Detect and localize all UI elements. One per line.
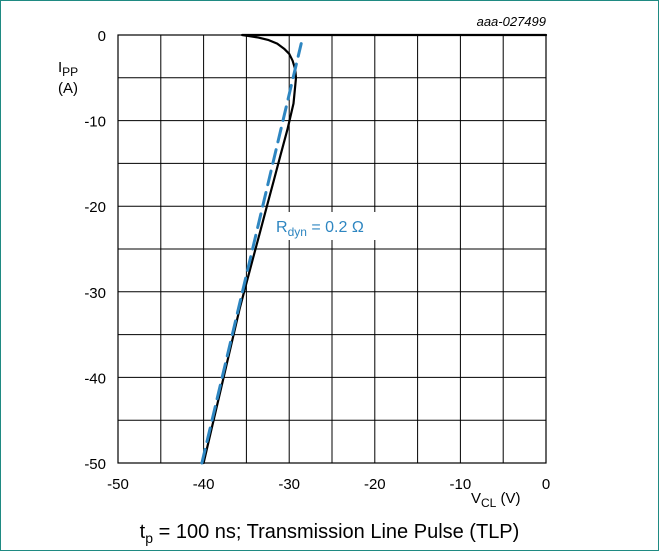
y-axis-label: IPP: [58, 59, 78, 79]
figure-id: aaa-027499: [477, 14, 546, 29]
y-tick-label: -20: [84, 199, 106, 216]
rdyn-fit-line: [200, 42, 303, 465]
x-tick-label: -30: [278, 476, 300, 493]
y-tick-label: -50: [84, 456, 106, 473]
x-tick-label: 0: [542, 476, 550, 493]
grid: [117, 34, 547, 464]
x-tick-labels: -50 -40 -30 -20 -10 0: [107, 476, 550, 493]
y-tick-label: -30: [84, 285, 106, 302]
y-tick-labels: 0 -10 -20 -30 -40 -50: [84, 28, 106, 473]
x-tick-label: -50: [107, 476, 129, 493]
series-layer: [200, 33, 548, 465]
y-tick-label: 0: [98, 28, 106, 45]
x-tick-label: -20: [364, 476, 386, 493]
x-axis-label: VCL (V): [471, 490, 521, 510]
y-axis-unit: (A): [58, 80, 78, 97]
rdyn-annotation: Rdyn = 0.2 Ω: [276, 219, 364, 239]
y-tick-label: -40: [84, 370, 106, 387]
caption: tp = 100 ns; Transmission Line Pulse (TL…: [140, 521, 520, 546]
annotation-background: [268, 212, 388, 240]
x-tick-label: -10: [450, 476, 472, 493]
x-tick-label: -40: [193, 476, 215, 493]
y-tick-label: -10: [84, 114, 106, 131]
